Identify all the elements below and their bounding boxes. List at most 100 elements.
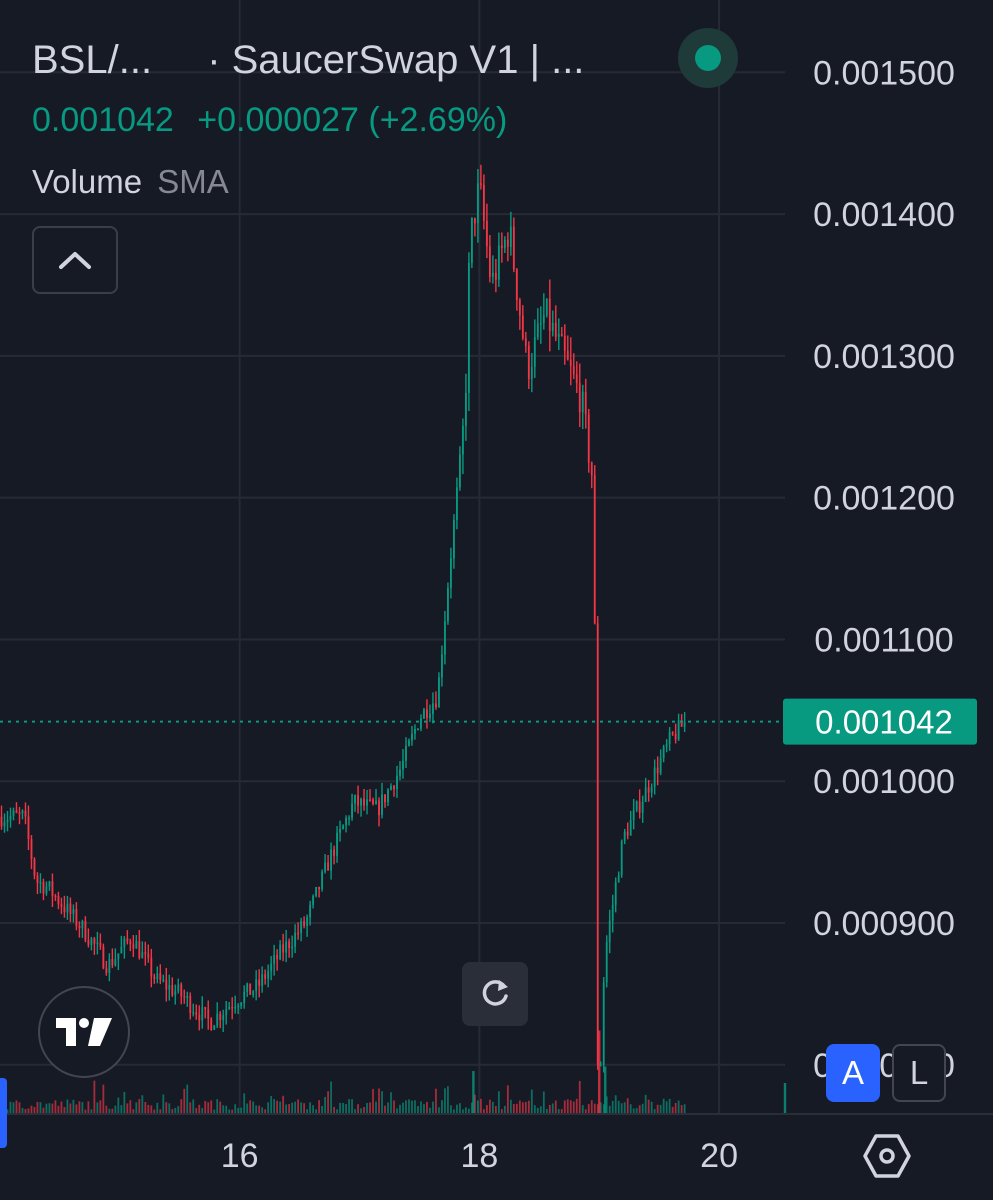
y-tick-label: 0.001400 — [813, 196, 955, 234]
volume-bar — [668, 1098, 671, 1113]
volume-bar — [384, 1105, 386, 1113]
indicator-name: Volume — [32, 163, 143, 200]
candle-body — [234, 1006, 237, 1009]
candle-body — [426, 709, 428, 719]
candle-body — [348, 817, 350, 820]
candle-body — [548, 298, 551, 331]
candle-body — [455, 487, 458, 521]
candle-body — [81, 921, 84, 929]
volume-bar — [459, 1103, 461, 1113]
volume-bar — [399, 1104, 401, 1113]
reset-chart-button[interactable] — [462, 962, 528, 1026]
candle-body — [321, 871, 324, 890]
volume-bar — [375, 1101, 377, 1113]
indicator-legend[interactable]: Volume SMA — [32, 162, 584, 202]
volume-bar — [78, 1101, 81, 1113]
log-scale-button[interactable]: L — [892, 1044, 946, 1102]
candle-body — [623, 831, 626, 841]
volume-bar — [542, 1091, 545, 1113]
chart-settings-button[interactable] — [862, 1132, 912, 1180]
volume-bar — [566, 1099, 569, 1113]
auto-scale-button[interactable]: A — [826, 1044, 880, 1102]
candle-body — [605, 941, 608, 983]
candle-body — [207, 1009, 210, 1019]
candle-body — [677, 720, 680, 740]
volume-bar — [572, 1101, 575, 1113]
candle-body — [354, 795, 356, 804]
volume-bar — [641, 1103, 644, 1113]
volume-bar — [488, 1099, 491, 1113]
volume-bar — [264, 1109, 267, 1113]
volume-bar — [632, 1108, 635, 1113]
volume-bar — [590, 1100, 593, 1113]
candle-body — [159, 973, 162, 981]
candle-body — [596, 623, 599, 1065]
volume-bar — [129, 1100, 132, 1113]
volume-bar — [135, 1102, 138, 1113]
volume-bar — [435, 1088, 437, 1113]
candle-body — [141, 952, 144, 958]
volume-bar — [177, 1106, 180, 1113]
candle-body — [180, 984, 183, 997]
volume-bar — [524, 1101, 527, 1113]
volume-bar — [683, 1104, 686, 1113]
candle-body — [168, 985, 171, 990]
y-tick-label: 0.001000 — [813, 763, 955, 801]
candle-body — [444, 621, 446, 655]
candle-body — [470, 218, 473, 263]
candle-body — [0, 816, 3, 827]
volume-bar — [42, 1107, 45, 1113]
candle-body — [150, 957, 153, 977]
side-panel-tab[interactable] — [0, 1078, 7, 1148]
candle-body — [330, 849, 333, 871]
volume-bar — [393, 1100, 395, 1113]
volume-bar — [551, 1103, 554, 1113]
candle-body — [617, 874, 620, 883]
volume-bar — [93, 1080, 96, 1113]
volume-bar — [677, 1100, 680, 1113]
volume-bar — [285, 1104, 288, 1113]
collapse-legend-button[interactable] — [32, 226, 118, 294]
candle-body — [129, 941, 132, 945]
volume-bar — [237, 1107, 240, 1113]
symbol-title[interactable]: BSL/... · SaucerSwap V1 | ... — [32, 34, 584, 86]
volume-bar — [75, 1104, 78, 1113]
volume-bar — [195, 1108, 198, 1113]
candle-body — [120, 946, 123, 954]
candle-body — [602, 982, 605, 1065]
tradingview-logo-button[interactable] — [38, 986, 130, 1078]
candle-body — [156, 973, 159, 980]
candle-body — [72, 909, 75, 914]
volume-bar — [63, 1107, 66, 1113]
volume-bar — [276, 1100, 279, 1113]
candle-body — [291, 946, 294, 949]
volume-bar — [360, 1108, 362, 1113]
candle-body — [147, 953, 150, 958]
candle-body — [408, 740, 410, 746]
candle-body — [632, 809, 635, 821]
volume-bar — [378, 1088, 380, 1113]
candle-body — [315, 886, 318, 896]
volume-bar — [593, 1103, 596, 1113]
time-axis[interactable]: 16 18 20 — [221, 1137, 738, 1175]
volume-bar — [300, 1102, 303, 1113]
live-status-indicator[interactable] — [678, 28, 738, 88]
price-axis[interactable]: 0.001500 0.001400 0.001300 0.001200 0.001100… — [813, 54, 955, 1084]
candle-body — [54, 895, 57, 898]
candle-body — [363, 798, 365, 806]
candle-body — [345, 818, 347, 826]
candle-body — [402, 760, 404, 770]
candle-body — [213, 1025, 216, 1030]
candle-body — [126, 938, 129, 942]
volume-bar — [515, 1103, 518, 1113]
candle-body — [189, 996, 192, 1013]
candle-body — [6, 819, 9, 823]
volume-bar — [150, 1105, 153, 1113]
volume-bar — [402, 1102, 404, 1113]
volume-bar — [468, 1108, 470, 1113]
candle-body — [309, 904, 312, 918]
volume-bar — [638, 1105, 641, 1113]
candle-body — [423, 709, 425, 719]
candle-body — [297, 932, 300, 935]
candle-body — [563, 335, 566, 351]
